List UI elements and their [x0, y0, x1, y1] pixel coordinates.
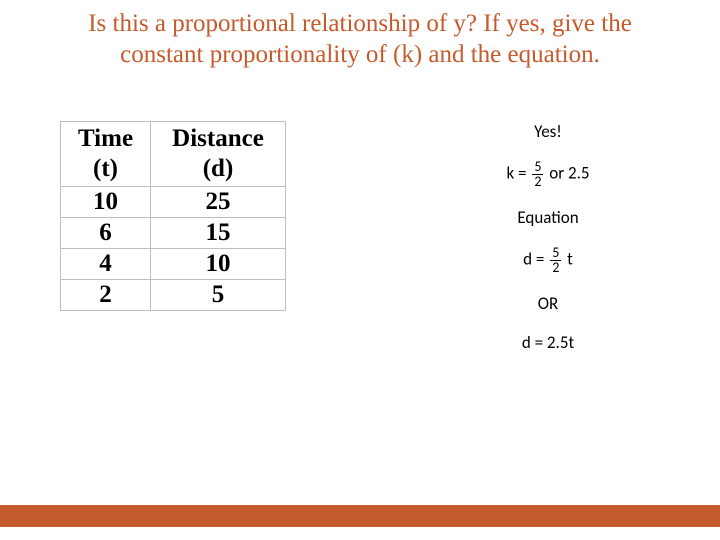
data-table-container: Time (t) Distance (d) 10 25 6 15 4 10: [60, 121, 286, 371]
answer-yes: Yes!: [406, 121, 690, 142]
col-header-time: Time (t): [61, 121, 151, 186]
d-prefix: d =: [523, 248, 548, 269]
col-header-time-l2: (t): [93, 155, 118, 182]
equation-label: Equation: [406, 207, 690, 228]
cell-d: 15: [151, 217, 286, 248]
k-fraction: 52: [532, 160, 543, 189]
col-header-distance-l1: Distance: [172, 125, 264, 152]
cell-d: 10: [151, 248, 286, 279]
content-area: Time (t) Distance (d) 10 25 6 15 4 10: [0, 71, 720, 371]
data-table: Time (t) Distance (d) 10 25 6 15 4 10: [60, 121, 286, 311]
answer-d-decimal: d = 2.5t: [406, 332, 690, 353]
page-title: Is this a proportional relationship of y…: [0, 0, 720, 71]
table-row: 10 25: [61, 186, 286, 217]
bottom-accent-bar: [0, 505, 720, 540]
answer-d-frac: d = 52 t: [406, 246, 690, 275]
or-label: OR: [406, 293, 690, 314]
cell-d: 5: [151, 279, 286, 310]
d-suffix: t: [563, 248, 573, 269]
col-header-distance-l2: (d): [203, 155, 234, 182]
d-fraction: 52: [550, 246, 561, 275]
cell-t: 4: [61, 248, 151, 279]
d-frac-den: 2: [550, 261, 561, 275]
cell-t: 10: [61, 186, 151, 217]
table-row: 4 10: [61, 248, 286, 279]
cell-d: 25: [151, 186, 286, 217]
col-header-distance: Distance (d): [151, 121, 286, 186]
table-row: 6 15: [61, 217, 286, 248]
table-row: 2 5: [61, 279, 286, 310]
cell-t: 6: [61, 217, 151, 248]
k-frac-den: 2: [532, 175, 543, 189]
answers-panel: Yes! k = 52 or 2.5 Equation d = 52 t OR …: [286, 121, 690, 371]
k-suffix: or 2.5: [545, 162, 589, 183]
k-prefix: k =: [506, 162, 530, 183]
cell-t: 2: [61, 279, 151, 310]
table-header-row: Time (t) Distance (d): [61, 121, 286, 186]
answer-k: k = 52 or 2.5: [406, 160, 690, 189]
col-header-time-l1: Time: [78, 125, 133, 152]
